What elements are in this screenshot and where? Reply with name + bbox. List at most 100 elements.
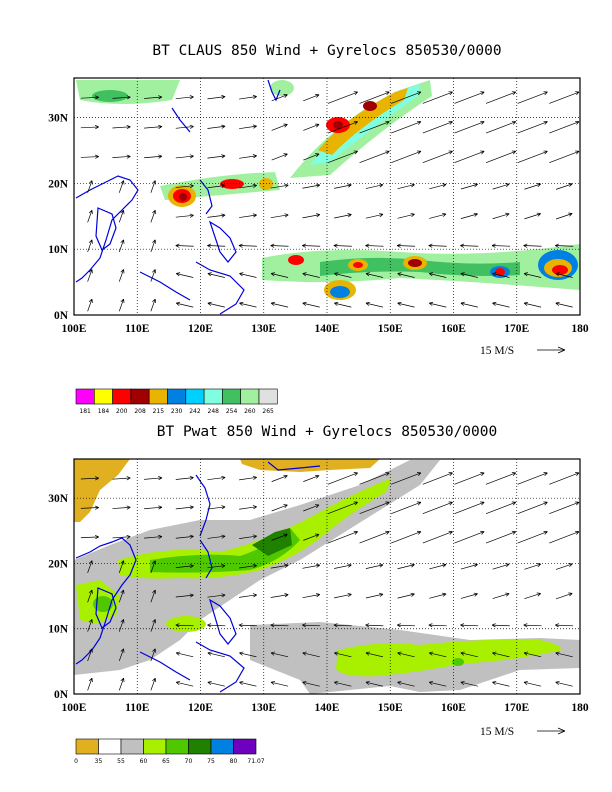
wind-vector (460, 301, 478, 308)
colorbar-label: 70 (185, 758, 193, 765)
wind-vector (271, 474, 288, 482)
pwat-band-subtrop-2 (150, 528, 300, 573)
wind-vector (302, 651, 320, 658)
wind-vector (118, 269, 125, 282)
y-tick-label: 30N (48, 493, 69, 505)
wind-vector (334, 301, 352, 308)
wind-vector (333, 623, 352, 628)
wind-vector (175, 154, 194, 159)
wind-vector (517, 472, 548, 485)
wind-vector (460, 651, 478, 658)
wind-vector (365, 651, 384, 658)
wind-vector (524, 592, 541, 600)
wind-vector (175, 213, 194, 218)
colorbar-label: 260 (244, 408, 256, 415)
y-tick-label: 10N (48, 624, 69, 636)
wind-vector (150, 239, 157, 253)
x-tick-label: 170E (504, 702, 529, 714)
x-tick-label: 110E (125, 323, 150, 335)
wind-vector (271, 504, 288, 512)
wind-vector (523, 680, 542, 687)
wind-vector (485, 530, 517, 544)
wind-vector (485, 120, 517, 134)
wind-vector (302, 593, 321, 599)
colorbar-swatch (75, 738, 99, 755)
wind-vector (302, 623, 321, 628)
wind-vector (549, 150, 580, 164)
coastlines (75, 461, 321, 693)
wind-vector (549, 472, 580, 485)
wind-vector (492, 563, 510, 570)
wind-vector (150, 619, 157, 632)
wind-vector (391, 501, 422, 515)
wind-vector (207, 124, 226, 129)
vector-scale-label: 15 M/S (480, 345, 514, 357)
chart-title: BT Pwat 850 Wind + Gyrelocs 850530/0000 (157, 424, 497, 440)
wind-vector (454, 501, 485, 515)
pwat-dry-n (240, 459, 380, 472)
wind-vector (239, 563, 257, 569)
wind-vector (175, 475, 194, 481)
wind-vector (302, 301, 320, 308)
wind-vector (118, 209, 125, 223)
wind-vector (175, 124, 194, 129)
wind-vector (150, 589, 157, 603)
wind-vector (270, 243, 289, 248)
wind-vector (302, 680, 320, 687)
colorbar: 0 35 55 60 65 70 75 80 71.07 (74, 738, 265, 765)
wind-vector (303, 123, 320, 131)
wind-vector (150, 648, 157, 662)
wind-vector (270, 680, 289, 687)
wind-vector (207, 651, 225, 658)
wind-vector (112, 534, 131, 540)
pwat-indochina-2 (93, 596, 113, 612)
colorbar-label: 0 (74, 758, 78, 765)
x-tick-label: 100E (62, 702, 87, 714)
wind-vector (175, 651, 194, 658)
wind-vector (175, 95, 194, 100)
claus-cell-15 (495, 268, 505, 276)
colorbar-label: 208 (134, 408, 146, 415)
x-tick-label: 120E (188, 702, 213, 714)
wind-vector (492, 212, 510, 220)
y-tick-label: 0N (54, 310, 69, 322)
claus-cell-9 (288, 255, 304, 265)
wind-vector (144, 95, 163, 100)
vector-scale-label: 15 M/S (480, 726, 514, 738)
wind-vector (118, 619, 125, 632)
wind-vector (396, 623, 416, 628)
wind-vector (239, 505, 257, 510)
wind-vector (271, 533, 288, 541)
wind-vector (485, 472, 517, 485)
wind-vector (207, 563, 226, 569)
y-tick-label: 20N (48, 558, 69, 570)
claus-cell-13 (408, 259, 422, 267)
claus-ne-patch (270, 80, 294, 96)
claus-cell-2 (333, 121, 343, 129)
wind-vector (549, 120, 580, 134)
colorbar-label: 254 (226, 408, 238, 415)
wind-vector (524, 212, 541, 220)
wind-vector (333, 243, 352, 248)
wind-vector (302, 563, 321, 569)
wind-vector (144, 124, 163, 129)
wind-vector (454, 472, 485, 485)
wind-vector (492, 183, 510, 190)
wind-vector (150, 269, 157, 282)
wind-vector (334, 213, 352, 219)
wind-vector (207, 154, 226, 159)
wind-vector (118, 180, 125, 193)
wind-vector (118, 648, 125, 662)
wind-vector (80, 535, 99, 540)
wind-vector (555, 212, 573, 220)
wind-vector (175, 564, 194, 569)
wind-vector (422, 150, 453, 164)
wind-vectors (80, 472, 580, 691)
colorbar-label: 265 (262, 408, 274, 415)
wind-vector (112, 95, 131, 100)
wind-vector (523, 623, 542, 628)
wind-vectors (80, 91, 580, 312)
wind-vector (303, 94, 320, 102)
x-tick-label: 110E (125, 702, 150, 714)
wind-vector (207, 623, 226, 628)
